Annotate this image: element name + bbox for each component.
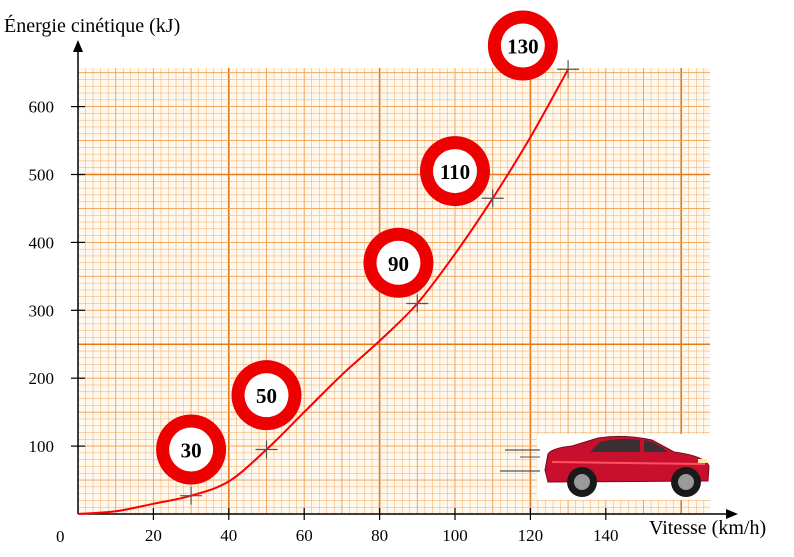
car-image [500, 434, 711, 500]
x-tick-label: 140 [593, 526, 619, 545]
speed-limit-sign-icon: 90 [363, 227, 434, 298]
y-tick-label: 300 [29, 301, 55, 320]
x-axis-arrow-icon [726, 509, 738, 519]
origin-label: 0 [56, 527, 65, 546]
y-tick-label: 200 [29, 369, 55, 388]
x-axis-title: Vitesse (km/h) [649, 517, 766, 539]
y-axis-title: Énergie cinétique (kJ) [4, 14, 180, 37]
sign-center [244, 373, 289, 418]
speed-sign-label: 30 [181, 438, 202, 462]
sign-center [169, 427, 214, 472]
data-point-marker [406, 294, 429, 313]
data-point-marker [180, 486, 203, 505]
x-tick-label: 100 [442, 526, 468, 545]
speed-limit-sign-icon: 50 [231, 360, 302, 431]
x-tick-label: 40 [220, 526, 237, 545]
y-tick-label: 600 [29, 98, 55, 117]
axes [73, 40, 738, 519]
speed-limit-sign-icon: 110 [420, 136, 490, 207]
data-point-marker [481, 189, 504, 208]
data-point-marker [255, 440, 278, 459]
y-tick-label: 400 [29, 233, 55, 252]
y-tick-label: 500 [29, 166, 55, 185]
x-tick-label: 60 [296, 526, 313, 545]
speed-sign-label: 90 [388, 252, 409, 276]
speed-sign-label: 50 [256, 384, 277, 408]
y-tick-label: 100 [29, 437, 55, 456]
speed-limit-sign-icon: 130 [487, 10, 558, 81]
speed-sign-label: 130 [507, 34, 539, 58]
sign-center [500, 23, 545, 68]
x-tick-label: 120 [518, 526, 544, 545]
speed-sign-label: 110 [440, 160, 470, 184]
speed-signs: 30 50 90 110 130 [156, 10, 558, 485]
speed-limit-sign-icon: 30 [156, 414, 227, 485]
data-point-marker [557, 60, 580, 79]
marked-points [180, 60, 580, 505]
y-axis-arrow-icon [73, 40, 83, 52]
sign-center [433, 149, 477, 194]
sign-center [376, 240, 421, 285]
x-tick-label: 20 [145, 526, 162, 545]
x-tick-label: 80 [371, 526, 388, 545]
